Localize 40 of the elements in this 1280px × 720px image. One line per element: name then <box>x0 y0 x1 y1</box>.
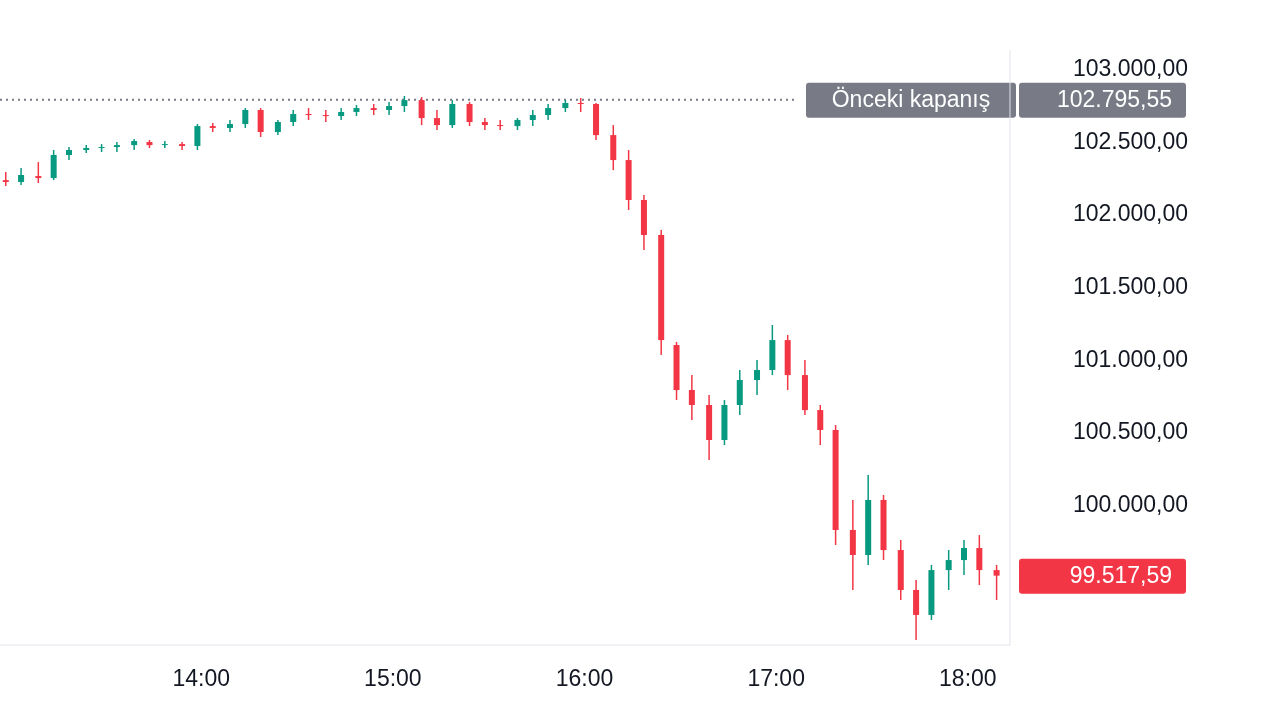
candlestick <box>817 404 824 446</box>
candlestick <box>466 101 473 127</box>
candlestick <box>161 140 168 149</box>
candlestick <box>83 144 90 154</box>
candlestick <box>497 119 504 131</box>
y-tick-label: 102.500,00 <box>1072 127 1188 154</box>
y-tick-label: 100.500,00 <box>1072 418 1188 445</box>
candlestick <box>433 109 440 131</box>
candlestick <box>179 141 186 151</box>
candlestick <box>481 117 488 131</box>
candlestick <box>35 161 42 184</box>
candlestick <box>113 141 120 153</box>
candlestick <box>993 564 1000 601</box>
y-tick-label: 100.000,00 <box>1072 490 1188 517</box>
candlestick <box>242 107 249 129</box>
text: 99.517,59 <box>1069 561 1172 588</box>
x-tick-label: 14:00 <box>172 665 231 692</box>
candlestick <box>754 359 761 396</box>
candlestick <box>386 101 393 116</box>
y-tick-label: 101.500,00 <box>1072 272 1188 299</box>
candlestick <box>529 109 536 127</box>
candlestick <box>418 96 425 126</box>
candlestick <box>257 107 264 138</box>
x-tick-label: 17:00 <box>747 665 805 692</box>
candlestick <box>945 549 952 591</box>
candlestick <box>688 374 695 421</box>
ref-line-label: Önceki kapanış <box>831 85 991 112</box>
candlestick <box>449 99 456 129</box>
x-tick-label: 18:00 <box>939 665 997 692</box>
y-tick-label: 103.000,00 <box>1072 55 1188 82</box>
y-tick-label: 102.000,00 <box>1072 200 1188 227</box>
candlestick <box>322 109 329 123</box>
y-tick-label: 101.000,00 <box>1072 345 1188 372</box>
candlestick <box>976 534 983 586</box>
candlestick <box>194 123 201 151</box>
x-tick-label: 15:00 <box>364 665 422 692</box>
candlestick <box>50 149 57 181</box>
candlestick <box>961 539 967 576</box>
text: 102.795,55 <box>1056 85 1172 112</box>
x-tick-label: 16:00 <box>555 665 614 692</box>
